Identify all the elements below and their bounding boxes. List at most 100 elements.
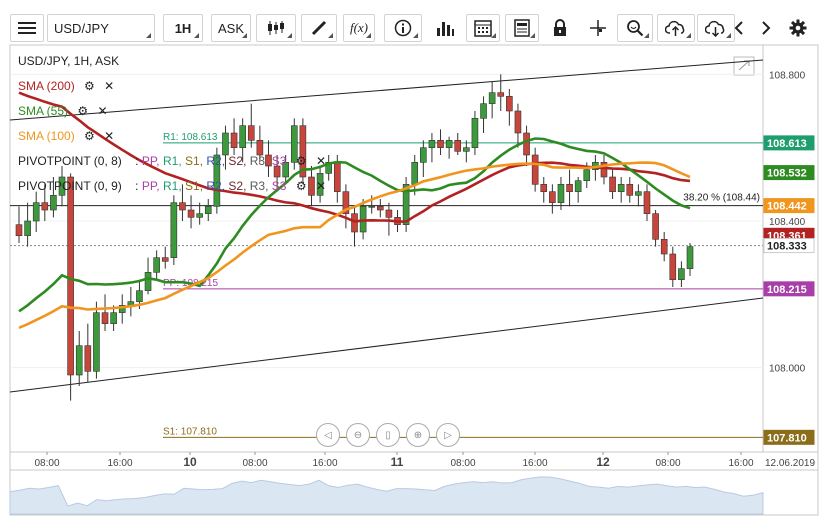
pan-left-icon[interactable]: ◁ [316,423,340,447]
settings-button[interactable] [786,14,810,42]
legend-sma-100-label: SMA (100) [18,129,75,143]
candle-body [540,184,548,192]
cloud-upload-icon [665,20,685,36]
candle-body [299,125,307,178]
indicators-button[interactable]: f(x) [343,14,375,42]
legend-sma-55-label: SMA (55) [18,104,69,118]
candle-body [213,154,221,207]
lock-button[interactable] [546,14,574,42]
download-button[interactable] [697,14,735,42]
candle-body [170,202,178,258]
close-icon[interactable]: ✕ [104,79,115,93]
close-icon[interactable]: ✕ [97,104,108,118]
price-tag-label: 107.810 [767,432,807,444]
calendar-button[interactable] [466,14,500,42]
price-tag-box [763,165,815,181]
candle-body [84,345,92,372]
trend-line-lower [9,297,764,393]
candle-body [600,162,608,178]
pivot-8-s2: S2, [228,154,247,168]
candle-body [609,176,616,192]
candle-body [290,125,298,163]
candle-body [222,132,229,156]
info-icon [394,19,412,37]
pivot-8-s3: S3 [271,154,287,168]
price-tag-label: 108.215 [767,284,807,296]
candle-body [93,312,100,372]
price-tag-label: 108.613 [767,138,807,150]
timeframe-selector[interactable]: 1H [163,14,203,42]
pivot-9-r1: R1, [162,179,182,193]
pivot-8-pp: PP, [141,154,160,168]
volume-button[interactable] [430,14,460,42]
info-button[interactable] [384,14,422,42]
reset-zoom-icon[interactable]: ▯ [376,423,400,447]
close-icon[interactable]: ✕ [104,129,115,143]
gear-icon[interactable]: ⚙ [295,179,307,193]
candle-body [471,118,479,148]
price-tag-box [763,238,815,254]
trend-line-upper [9,59,764,121]
sma-100-line [18,161,691,329]
candle-body [118,305,126,313]
menu-button[interactable] [10,14,44,42]
time-label: 11 [391,455,404,469]
chart-title: USD/JPY, 1H, ASK [18,54,120,68]
candle-body [359,206,367,233]
scroll-left-button[interactable] [729,14,749,42]
price-tag-box [763,135,815,151]
candle-body [660,239,668,255]
symbol-selector[interactable]: USD/JPY [47,14,155,42]
crosshair-button[interactable] [584,14,612,42]
legend-pivot-9-label: PIVOTPOINT (0, 9) [18,179,122,193]
zoom-button[interactable] [617,14,653,42]
zoom-out-icon[interactable]: ⊖ [346,423,370,447]
zoom-in-icon[interactable]: ⊕ [406,423,430,447]
close-icon[interactable]: ✕ [315,154,326,168]
upload-button[interactable] [657,14,695,42]
pivot-r1-label: R1: 108.613 [163,132,218,143]
time-label: 16:00 [312,458,337,469]
pivot-9-r2: R2, [206,179,226,193]
pan-right-icon[interactable]: ▷ [436,423,460,447]
gear-icon [789,19,807,37]
gear-icon[interactable]: ⚙ [295,154,307,168]
navigator-panel[interactable] [9,476,764,515]
pivot-8-s1: S1, [185,154,204,168]
candle-body [265,154,272,167]
drawing-tools-button[interactable] [301,14,337,42]
price-tag-label: 108.333 [767,241,807,253]
candle-body [58,176,66,196]
candle-body [652,213,659,240]
candlestick-icon [268,21,284,35]
candle-body [445,140,453,148]
legend-sma-55: SMA (55) ⚙ ✕ [18,104,108,118]
close-icon[interactable]: ✕ [315,179,326,193]
template-button[interactable] [505,14,539,42]
price-type-selector[interactable]: ASK [211,14,251,42]
candle-body [574,180,582,192]
symbol-label: USD/JPY [54,20,109,36]
gear-icon[interactable]: ⚙ [84,79,95,93]
candle-body [230,132,238,148]
candle-body [239,125,246,148]
candle-body [437,140,444,148]
legend-sma-100: SMA (100) ⚙ ✕ [18,129,114,143]
hamburger-icon [18,22,36,34]
candle-body [411,162,419,185]
legend-sma-200-label: SMA (200) [18,79,75,93]
candle-body [463,147,470,152]
candle-body [247,125,255,141]
legend-sma-200: SMA (200) ⚙ ✕ [18,79,114,93]
maximize-icon[interactable] [733,56,755,76]
scroll-right-button[interactable] [756,14,776,42]
time-label: 16:00 [728,458,753,469]
pivot-8-r3: R3, [249,154,269,168]
candle-body [428,140,436,148]
navigator-series [9,476,764,515]
chart-type-button[interactable] [256,14,296,42]
gear-icon[interactable]: ⚙ [77,104,89,118]
gear-icon[interactable]: ⚙ [84,129,95,143]
lock-icon [554,19,566,36]
